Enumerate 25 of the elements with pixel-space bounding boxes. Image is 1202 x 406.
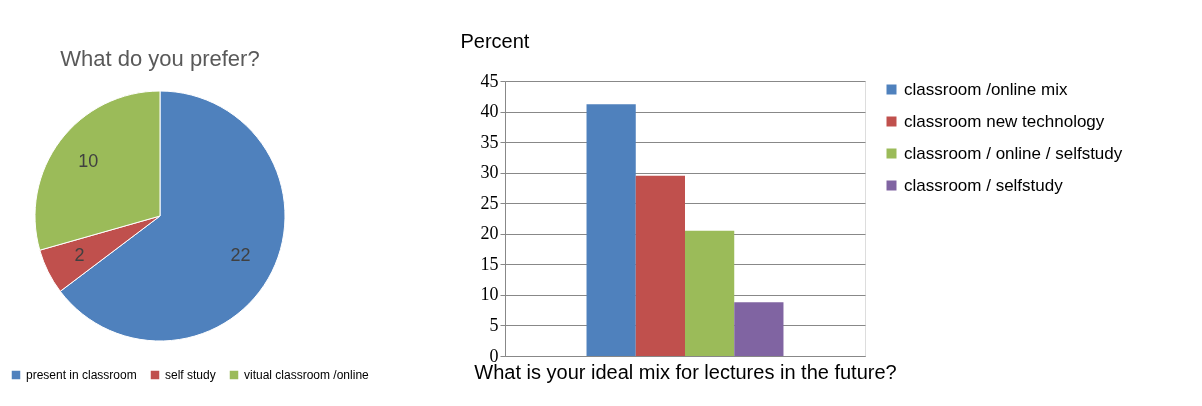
y-tick-label: 20: [480, 223, 499, 244]
legend-label: classroom / online / selfstudy: [904, 143, 1123, 163]
legend-label: classroom new technology: [904, 111, 1105, 131]
legend-label: vitual classroom /online: [244, 368, 370, 382]
data-label: 22: [230, 245, 251, 266]
legend-label: classroom / selfstudy: [904, 175, 1064, 195]
data-label: 2: [74, 245, 85, 266]
bar: [734, 302, 784, 356]
legend-label: classroom /online mix: [904, 79, 1068, 99]
legend-label: self study: [165, 368, 216, 382]
y-tick-label: 15: [480, 253, 499, 274]
data-label: 10: [78, 150, 99, 171]
bar: [635, 175, 685, 356]
chart-title: What do you prefer?: [60, 46, 260, 71]
y-tick-label: 30: [480, 162, 499, 183]
y-tick-label: 5: [489, 314, 499, 335]
y-axis-title: Percent: [460, 29, 530, 52]
y-tick-label: 35: [480, 131, 499, 152]
legend-label: present in classroom: [26, 368, 137, 382]
y-tick-label: 10: [480, 284, 499, 305]
y-tick-label: 25: [480, 192, 499, 213]
y-tick-label: 40: [480, 101, 499, 122]
y-tick-label: 45: [480, 70, 499, 91]
bar: [586, 104, 636, 356]
bar: [685, 230, 735, 356]
